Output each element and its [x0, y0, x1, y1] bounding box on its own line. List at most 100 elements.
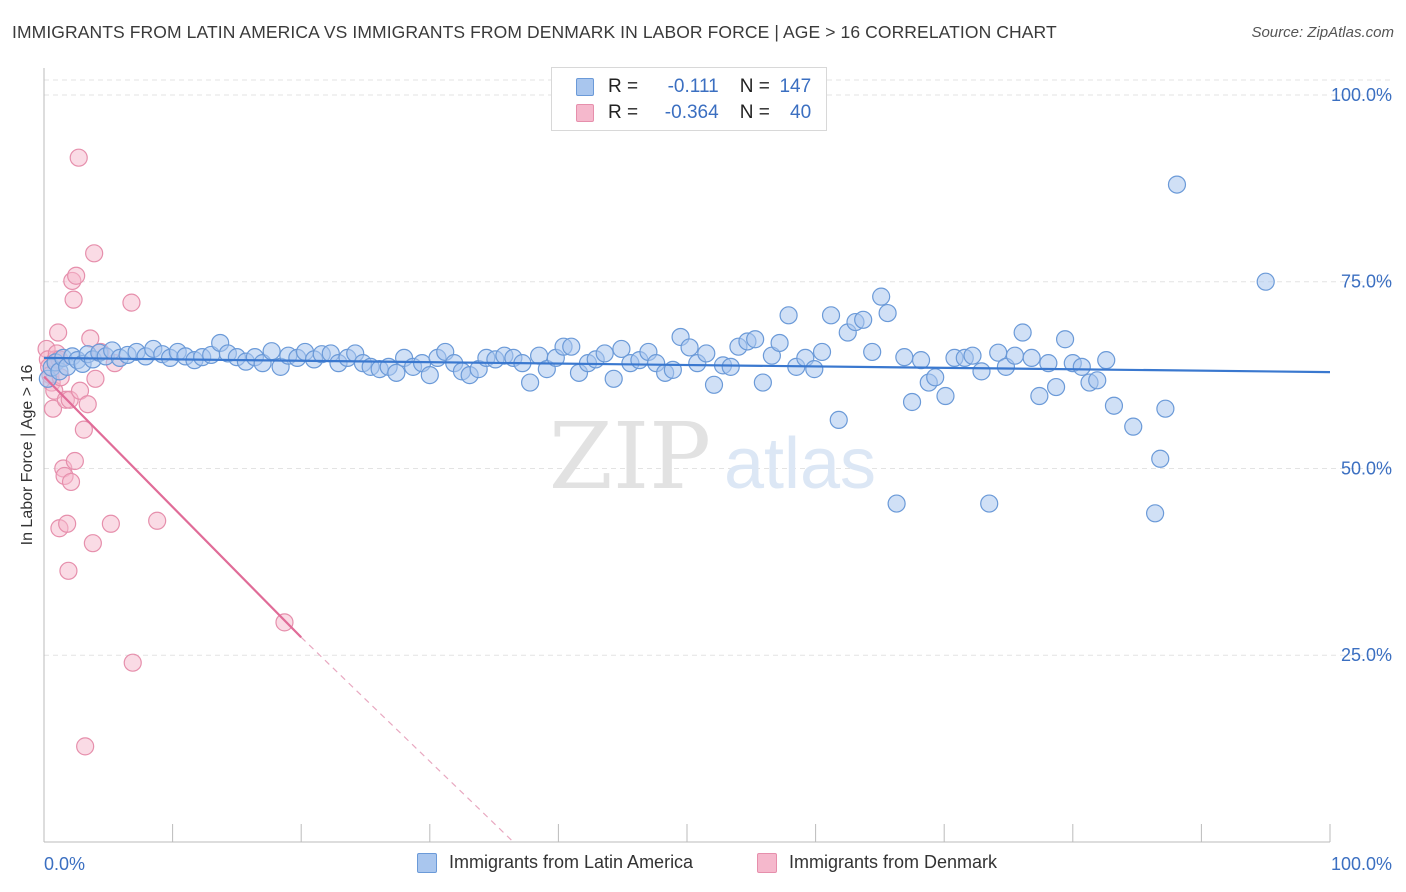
trend-line-denmark-extrapolated [300, 636, 514, 843]
data-point-latin-america [821, 306, 841, 325]
x-tick-label-min: 0.0% [44, 854, 85, 874]
data-point-latin-america [1022, 348, 1041, 368]
data-point-denmark [76, 737, 95, 756]
data-point-latin-america [704, 375, 724, 394]
data-point-latin-america [770, 333, 789, 353]
data-point-denmark [83, 534, 102, 553]
data-point-latin-america [420, 365, 439, 385]
data-point-latin-america [1151, 449, 1170, 468]
y-tick-label: 75.0% [1341, 272, 1392, 292]
legend-r-label: R = [608, 76, 639, 97]
bottom-legend-swatch-blue [417, 852, 437, 873]
data-point-denmark [70, 381, 90, 400]
data-point-latin-america [895, 348, 914, 367]
data-point-latin-america [1072, 357, 1091, 376]
data-point-denmark [61, 472, 81, 492]
data-point-latin-america [963, 346, 982, 365]
trend-line-denmark [43, 375, 302, 639]
y-tick-label: 100.0% [1331, 85, 1392, 105]
trend-line-latin-america [43, 356, 1331, 374]
bottom-legend-latin-america: Immigrants from Latin America [417, 852, 693, 873]
data-point-latin-america [1104, 396, 1124, 415]
legend-row-denmark: R = -0.364 N = 40 [576, 101, 811, 125]
data-point-latin-america [872, 287, 891, 306]
data-point-denmark [148, 511, 167, 530]
watermark-atlas: atlas [724, 424, 876, 504]
data-point-latin-america [1088, 371, 1107, 390]
data-point-latin-america [1013, 323, 1032, 342]
data-point-denmark [67, 266, 86, 285]
tick-labels: 25.0% 50.0% 75.0% 100.0% 0.0% 100.0% [44, 85, 1392, 874]
data-point-latin-america [887, 494, 906, 513]
bottom-legend-swatch-pink [757, 852, 777, 873]
data-point-latin-america [812, 342, 832, 362]
data-point-denmark [101, 514, 120, 533]
data-point-latin-america [1167, 175, 1187, 194]
data-point-denmark [78, 395, 97, 414]
data-point-denmark [85, 244, 104, 263]
legend-row-latin-america: R = -0.111 N = 147 [576, 75, 811, 99]
data-point-denmark [64, 290, 83, 309]
data-point-latin-america [697, 344, 716, 363]
watermark-zip: ZIP [549, 403, 711, 510]
data-point-latin-america [779, 306, 798, 325]
data-point-denmark [74, 420, 93, 439]
chart-title: IMMIGRANTS FROM LATIN AMERICA VS IMMIGRA… [12, 22, 1057, 42]
data-point-latin-america [521, 373, 540, 392]
data-point-denmark [58, 514, 77, 533]
legend-r-value: -0.111 [667, 76, 719, 97]
legend-n-value: 40 [790, 102, 812, 123]
data-point-latin-america [1039, 354, 1058, 373]
bottom-legend-label: Immigrants from Latin America [449, 852, 694, 872]
y-tick-label: 25.0% [1341, 645, 1392, 665]
data-point-latin-america [721, 357, 740, 376]
data-point-latin-america [980, 494, 999, 513]
data-point-latin-america [936, 386, 955, 406]
data-point-latin-america [595, 344, 614, 363]
data-point-latin-america [1005, 346, 1025, 365]
legend-n-label: N = [739, 102, 770, 123]
x-tick-label-max: 100.0% [1331, 854, 1392, 874]
legend-n-label: N = [739, 76, 770, 97]
data-point-latin-america [902, 392, 922, 412]
data-point-latin-america [1146, 504, 1165, 523]
legend-swatch-blue [576, 78, 594, 96]
data-point-latin-america [753, 373, 772, 392]
data-point-latin-america [878, 303, 897, 323]
source-credit: Source: ZipAtlas.com [1251, 24, 1394, 41]
data-point-denmark [122, 293, 141, 312]
data-point-denmark [275, 613, 294, 632]
legend-r-label: R = [608, 102, 639, 123]
data-point-denmark [69, 148, 88, 167]
data-point-latin-america [829, 410, 848, 430]
data-point-latin-america [387, 363, 406, 382]
data-point-latin-america [805, 360, 824, 379]
data-point-denmark [86, 369, 105, 388]
data-point-denmark [65, 451, 84, 471]
trend-lines [43, 356, 1331, 843]
bottom-legend-label: Immigrants from Denmark [789, 852, 998, 872]
data-point-latin-america [680, 338, 699, 357]
legend-swatch-pink [576, 104, 594, 122]
bottom-legend-denmark: Immigrants from Denmark [757, 852, 997, 873]
data-point-denmark [59, 561, 78, 580]
data-point-denmark [123, 653, 142, 672]
data-point-latin-america [1156, 399, 1175, 418]
legend-r-value: -0.364 [664, 102, 719, 123]
data-point-latin-america [1124, 417, 1143, 436]
data-point-latin-america [612, 339, 631, 359]
data-point-latin-america [1046, 377, 1066, 397]
data-point-latin-america [1256, 272, 1275, 291]
data-point-latin-america [926, 368, 945, 387]
axes [43, 68, 1331, 843]
data-point-latin-america [746, 330, 765, 349]
data-point-latin-america [863, 342, 882, 362]
data-point-denmark [49, 323, 68, 342]
data-point-latin-america [1055, 330, 1075, 349]
data-point-latin-america [1030, 386, 1049, 406]
legend-n-value: 147 [779, 76, 812, 97]
series-denmark-points [37, 148, 294, 756]
data-point-latin-america [262, 342, 281, 361]
data-point-latin-america [972, 362, 991, 381]
